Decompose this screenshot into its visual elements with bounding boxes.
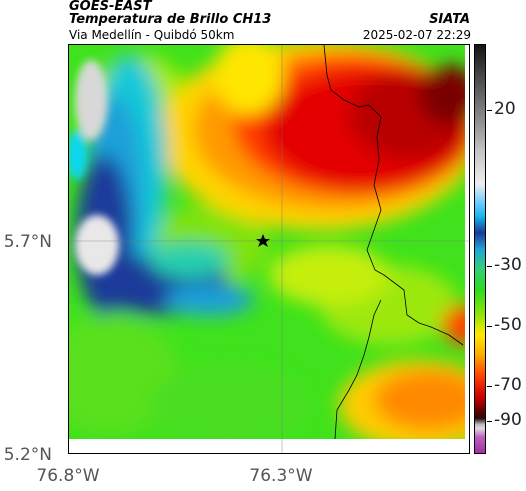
colorbar-tick: [487, 421, 492, 422]
route-subtitle: Via Medellín - Quibdó 50km: [69, 28, 235, 42]
colorbar-tick: [487, 326, 492, 327]
department-boundary: [323, 45, 464, 440]
colorbar-label-minus-90: -90: [494, 410, 522, 430]
latitude-label-5-2n: 5.2°N: [3, 445, 52, 465]
star-marker: [256, 234, 270, 247]
colorbar-label-minus-70: -70: [494, 375, 522, 395]
latitude-label-5-7n: 5.7°N: [3, 232, 52, 252]
timestamp: 2025-02-07 22:29: [362, 28, 471, 42]
satellite-name: GOES-EAST: [69, 0, 152, 14]
temperature-field: [69, 45, 469, 450]
organization-name: SIATA: [429, 12, 470, 27]
product-title: Temperatura de Brillo CH13: [69, 12, 272, 27]
temperature-colorbar: [474, 44, 486, 454]
cold-cloud-tops-west: [69, 60, 119, 275]
longitude-label-76-3w: 76.3°W: [249, 466, 313, 486]
colorbar-tick: [487, 386, 492, 387]
map-canvas: [69, 45, 469, 453]
colorbar-tick: [487, 110, 492, 111]
colorbar-label-minus-50: -50: [494, 315, 522, 335]
no-data-strip-right: [465, 45, 469, 453]
colorbar-tick: [487, 266, 492, 267]
colorbar-label-minus-30: -30: [494, 255, 522, 275]
colorbar-label-20: 20: [494, 99, 516, 119]
brightness-temperature-map: [68, 44, 470, 454]
longitude-label-76-8w: 76.8°W: [36, 466, 100, 486]
no-data-strip-bottom: [69, 439, 469, 453]
